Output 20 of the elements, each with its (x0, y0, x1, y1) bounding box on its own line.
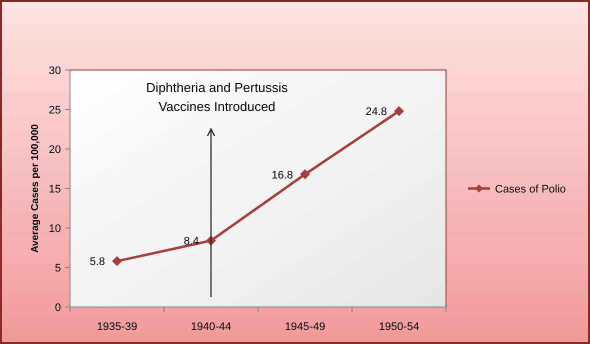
y-tick-label: 30 (48, 65, 61, 77)
point (394, 106, 404, 116)
y-tick-label: 15 (48, 184, 61, 196)
legend-label: Cases of Polio (495, 184, 566, 196)
y-axis-title: Average Cases per 100,000 (30, 124, 41, 253)
data-label: 24.8 (366, 106, 387, 118)
y-tick-label: 0 (54, 302, 61, 314)
x-tick-label: 1940-44 (190, 321, 232, 333)
point (112, 256, 122, 266)
x-tick-label: 1945-49 (284, 321, 326, 333)
data-label: 5.8 (90, 256, 105, 268)
point (300, 169, 310, 180)
data-label: 16.8 (272, 169, 293, 182)
y-tick-label: 10 (48, 223, 61, 235)
y-tick-label: 20 (48, 144, 61, 156)
y-tick-label: 5 (54, 262, 61, 274)
annotation: Diphtheria and Pertussis Vaccines Introduced (146, 80, 288, 114)
x-tick-label: 1950-54 (378, 321, 420, 333)
y-tick-label: 25 (48, 104, 61, 116)
x-tick-label: 1935-39 (96, 321, 138, 333)
